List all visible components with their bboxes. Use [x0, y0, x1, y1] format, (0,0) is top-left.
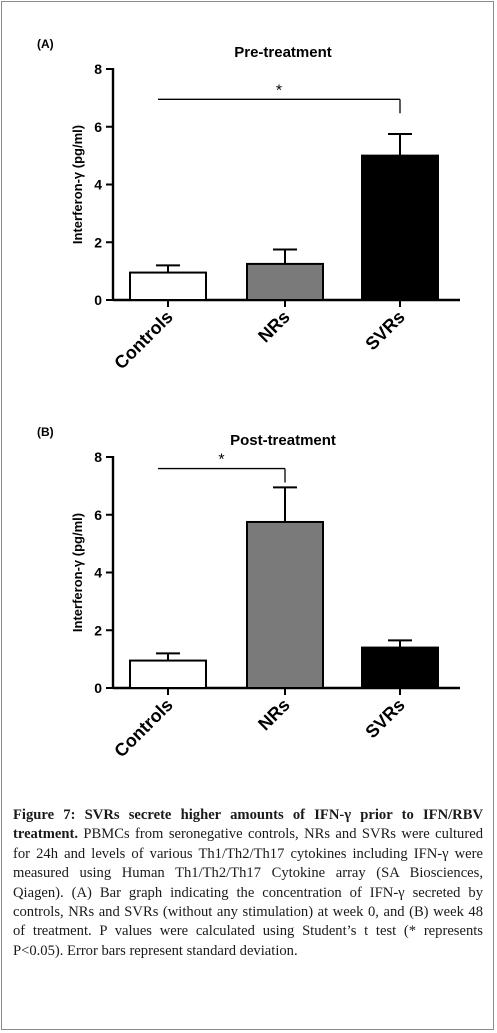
y-axis-label: Interferon-γ (pg/ml) [70, 125, 85, 244]
x-tick-label: Controls [110, 695, 176, 761]
figure-caption: Figure 7: SVRs secrete higher amounts of… [13, 806, 483, 961]
bar-controls [129, 271, 207, 302]
caption-title: Figure 7: SVRs secrete higher amounts of… [13, 807, 483, 843]
significance-label: * [218, 452, 224, 469]
bar-nrs [246, 262, 324, 301]
chart-post-treatment: (B) Post-treatment Interferon-γ (pg/ml) 0 2 4… [37, 425, 460, 761]
y-tick-label: 4 [94, 177, 102, 193]
bar-nrs [246, 520, 324, 689]
significance-label: * [276, 82, 282, 99]
y-tick-label: 0 [94, 680, 102, 696]
y-tick-label: 2 [94, 622, 102, 638]
bar-svrs [361, 646, 439, 689]
x-tick-label: SVRs [361, 695, 408, 742]
y-tick-label: 6 [94, 507, 102, 523]
chart-title: Pre-treatment [234, 44, 332, 61]
y-tick-label: 6 [94, 119, 102, 135]
y-tick-label: 8 [94, 449, 102, 465]
y-tick-label: 2 [94, 234, 102, 250]
bar-svrs [361, 154, 439, 301]
y-tick-label: 0 [94, 292, 102, 308]
x-tick-label: NRs [254, 307, 294, 347]
bar-controls [129, 659, 207, 690]
caption-text: PBMCs from seronegative controls, NRs an… [13, 826, 483, 959]
y-tick-label: 4 [94, 565, 102, 581]
x-tick-label: Controls [110, 307, 176, 373]
panel-label: (A) [37, 37, 54, 51]
chart-title: Post-treatment [230, 432, 336, 449]
x-tick-label: SVRs [361, 307, 408, 354]
panel-label: (B) [37, 425, 54, 439]
y-axis-label: Interferon-γ (pg/ml) [70, 513, 85, 632]
y-tick-label: 8 [94, 61, 102, 77]
x-tick-label: NRs [254, 695, 294, 735]
chart-pre-treatment: (A) Pre-treatment Interferon-γ (pg/ml) 0 2 4 6… [37, 37, 460, 373]
